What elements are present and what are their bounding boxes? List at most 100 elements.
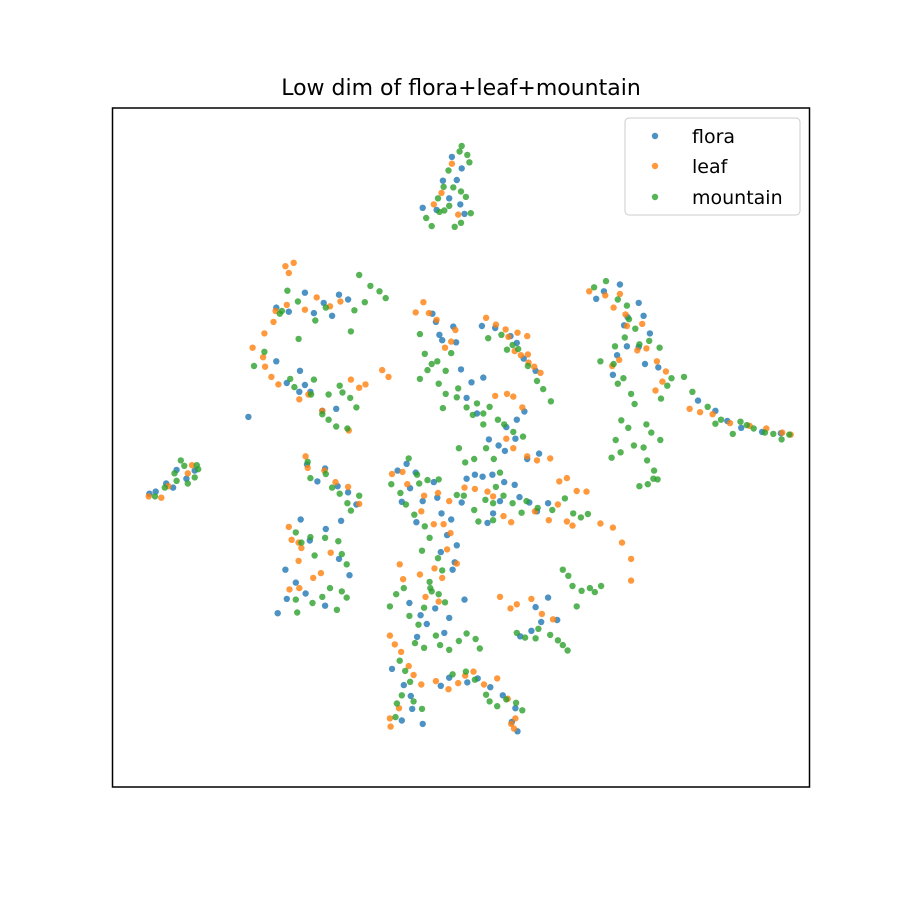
scatter-point-mountain-130 xyxy=(644,481,651,488)
scatter-point-leaf-65 xyxy=(616,356,623,364)
plot-area xyxy=(111,107,811,788)
scatter-point-leaf-54 xyxy=(503,390,511,398)
scatter-point-mountain-248 xyxy=(356,271,363,279)
scatter-point-flora-64 xyxy=(635,299,642,307)
scatter-point-mountain-43 xyxy=(161,484,168,491)
scatter-point-mountain-25 xyxy=(351,307,358,314)
scatter-point-flora-15 xyxy=(335,291,343,298)
series-mountain xyxy=(151,142,793,721)
scatter-point-mountain-10 xyxy=(436,208,443,216)
scatter-point-flora-109 xyxy=(471,471,479,478)
scatter-point-leaf-84 xyxy=(547,455,554,462)
scatter-point-flora-3 xyxy=(439,177,447,184)
scatter-point-mountain-196 xyxy=(573,603,580,610)
scatter-point-leaf-146 xyxy=(386,632,394,639)
scatter-point-flora-103 xyxy=(437,548,444,556)
scatter-point-mountain-168 xyxy=(475,518,482,525)
scatter-point-mountain-154 xyxy=(435,476,442,483)
scatter-point-leaf-154 xyxy=(387,723,394,730)
scatter-point-leaf-141 xyxy=(507,605,514,612)
scatter-point-flora-149 xyxy=(464,679,471,686)
scatter-point-leaf-56 xyxy=(519,404,526,411)
scatter-point-leaf-67 xyxy=(643,345,650,352)
scatter-point-mountain-183 xyxy=(471,455,478,463)
scatter-point-flora-0 xyxy=(446,195,453,202)
scatter-point-leaf-112 xyxy=(453,560,460,567)
scatter-point-leaf-30 xyxy=(158,494,165,501)
scatter-point-mountain-233 xyxy=(406,678,414,685)
scatter-point-leaf-53 xyxy=(492,392,499,400)
scatter-point-mountain-198 xyxy=(294,609,301,616)
scatter-point-flora-131 xyxy=(413,633,421,641)
scatter-point-leaf-134 xyxy=(399,576,407,583)
scatter-point-leaf-0 xyxy=(438,189,445,197)
scatter-point-mountain-191 xyxy=(569,582,576,590)
scatter-point-mountain-50 xyxy=(171,470,178,477)
scatter-point-flora-5 xyxy=(448,153,456,161)
scatter-point-mountain-77 xyxy=(503,346,511,353)
scatter-point-leaf-29 xyxy=(145,493,152,500)
scatter-point-mountain-51 xyxy=(181,462,188,469)
scatter-point-mountain-139 xyxy=(347,507,355,514)
scatter-point-leaf-70 xyxy=(659,378,666,385)
scatter-point-mountain-244 xyxy=(494,703,501,710)
scatter-point-mountain-234 xyxy=(398,692,405,699)
scatter-point-leaf-85 xyxy=(556,478,563,485)
scatter-point-mountain-217 xyxy=(436,641,444,649)
scatter-point-mountain-53 xyxy=(421,350,428,357)
scatter-point-flora-99 xyxy=(434,494,441,501)
scatter-point-mountain-194 xyxy=(591,588,598,596)
scatter-point-flora-11 xyxy=(310,309,318,317)
scatter-point-mountain-126 xyxy=(640,444,647,451)
scatter-point-mountain-35 xyxy=(339,389,346,396)
legend-label-leaf: leaf xyxy=(692,156,729,178)
scatter-point-leaf-66 xyxy=(634,347,641,354)
scatter-point-flora-65 xyxy=(640,312,647,319)
scatter-point-mountain-39 xyxy=(333,423,340,430)
scatter-point-mountain-230 xyxy=(535,625,542,632)
scatter-point-mountain-128 xyxy=(650,467,658,474)
series-leaf xyxy=(145,160,794,732)
scatter-point-mountain-87 xyxy=(623,302,631,309)
scatter-point-flora-68 xyxy=(623,343,631,350)
scatter-point-leaf-35 xyxy=(420,299,427,306)
scatter-point-leaf-50 xyxy=(505,333,512,340)
scatter-point-flora-2 xyxy=(458,165,465,172)
scatter-point-flora-139 xyxy=(532,603,539,611)
scatter-point-leaf-159 xyxy=(470,668,477,675)
scatter-point-mountain-6 xyxy=(434,195,442,202)
scatter-point-flora-21 xyxy=(296,388,303,395)
scatter-point-mountain-65 xyxy=(501,421,508,428)
scatter-point-leaf-101 xyxy=(388,470,396,478)
scatter-point-mountain-186 xyxy=(496,469,504,476)
scatter-point-leaf-58 xyxy=(602,292,609,299)
scatter-point-mountain-235 xyxy=(393,700,401,707)
scatter-point-mountain-75 xyxy=(485,335,492,342)
scatter-point-flora-101 xyxy=(448,516,455,523)
scatter-point-mountain-193 xyxy=(586,584,594,592)
scatter-point-mountain-220 xyxy=(463,630,470,637)
scatter-point-mountain-144 xyxy=(311,552,318,559)
scatter-point-mountain-69 xyxy=(424,366,431,374)
scatter-point-mountain-213 xyxy=(441,599,449,606)
scatter-point-mountain-135 xyxy=(322,470,329,478)
scatter-point-mountain-7 xyxy=(450,184,457,191)
scatter-point-mountain-85 xyxy=(602,277,610,285)
scatter-point-leaf-62 xyxy=(623,322,631,330)
scatter-point-flora-136 xyxy=(528,627,535,634)
scatter-point-mountain-200 xyxy=(319,593,326,601)
scatter-point-mountain-110 xyxy=(657,395,665,402)
scatter-point-mountain-27 xyxy=(250,362,258,370)
scatter-point-mountain-189 xyxy=(559,566,566,573)
scatter-point-mountain-119 xyxy=(737,418,744,425)
scatter-point-leaf-25 xyxy=(362,381,369,388)
scatter-point-mountain-15 xyxy=(451,223,458,230)
scatter-point-leaf-110 xyxy=(447,529,454,537)
scatter-point-leaf-140 xyxy=(496,593,504,601)
scatter-point-mountain-0 xyxy=(458,142,465,150)
scatter-point-mountain-159 xyxy=(426,534,433,541)
scatter-point-mountain-167 xyxy=(471,506,478,514)
scatter-point-mountain-122 xyxy=(761,429,769,436)
scatter-point-mountain-227 xyxy=(554,637,562,644)
scatter-point-leaf-36 xyxy=(425,309,433,317)
